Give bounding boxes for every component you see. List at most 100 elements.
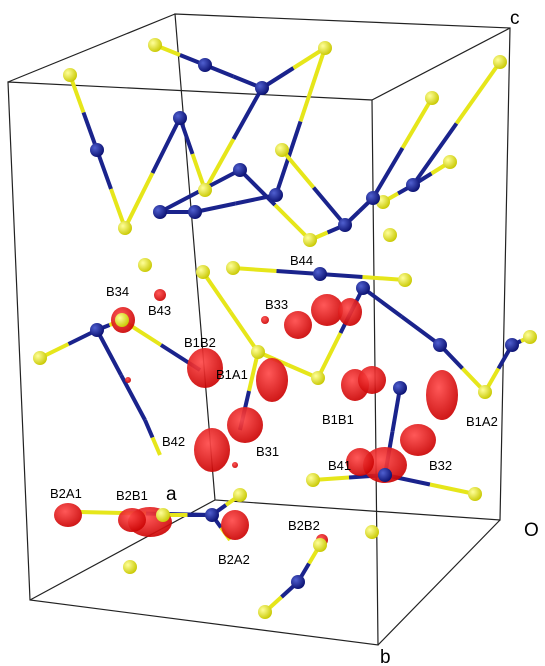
atom (90, 143, 104, 157)
density-blob (232, 462, 238, 468)
site-label: B1A2 (466, 414, 498, 429)
site-label: B43 (148, 303, 171, 318)
bond (363, 288, 402, 317)
bond (153, 118, 181, 173)
atom (356, 281, 370, 295)
density-blob (256, 358, 288, 402)
atom (196, 265, 210, 279)
atom (90, 323, 104, 337)
atom (198, 58, 212, 72)
bond (457, 62, 501, 124)
atom (383, 228, 397, 242)
atom (205, 508, 219, 522)
atom (313, 538, 327, 552)
density-blobs (54, 289, 458, 546)
density-blob (125, 377, 131, 383)
atom (123, 560, 137, 574)
site-label: B42 (162, 434, 185, 449)
bond (275, 205, 310, 240)
atom (393, 381, 407, 395)
bond (145, 420, 153, 438)
atom (493, 55, 507, 69)
atom (173, 111, 187, 125)
density-blob (194, 428, 230, 472)
atom (63, 68, 77, 82)
site-label: B33 (265, 297, 288, 312)
crystal-structure: c a O b B34 B43 B44 B33 B1B2 B1A1 B1B1 B… (0, 0, 545, 666)
density-blob (400, 424, 436, 456)
atom (338, 218, 352, 232)
atom (115, 313, 129, 327)
atom (118, 221, 132, 235)
site-label: B31 (256, 444, 279, 459)
density-blob (358, 366, 386, 394)
atom (198, 183, 212, 197)
density-blob (338, 298, 362, 326)
density-blob (154, 289, 166, 301)
density-blob (284, 311, 312, 339)
bond (153, 438, 161, 456)
density-blob (426, 370, 458, 420)
atom (148, 38, 162, 52)
density-blob (54, 503, 82, 527)
axis-label: b (380, 647, 391, 666)
atom (311, 371, 325, 385)
atom (318, 41, 332, 55)
bond (402, 317, 441, 346)
site-label: B34 (106, 284, 129, 299)
atom (303, 233, 317, 247)
atom (275, 143, 289, 157)
site-label: B1B2 (184, 335, 216, 350)
bond (231, 312, 259, 352)
atom (33, 351, 47, 365)
bond (97, 330, 121, 375)
atom (269, 188, 283, 202)
atom (251, 345, 265, 359)
atom (188, 205, 202, 219)
bond (121, 375, 145, 420)
atom (291, 575, 305, 589)
atom (523, 330, 537, 344)
bond (413, 124, 457, 186)
density-blob (221, 510, 249, 540)
atom (425, 91, 439, 105)
bond (125, 173, 153, 228)
site-label: B1A1 (216, 367, 248, 382)
site-label: B41 (328, 458, 351, 473)
site-label: B2A1 (50, 486, 82, 501)
site-label: B2B2 (288, 518, 320, 533)
axis-label: O (524, 520, 539, 541)
atom (378, 468, 392, 482)
bond (314, 188, 346, 226)
atom (406, 178, 420, 192)
atom (226, 261, 240, 275)
site-label: B2A2 (218, 552, 250, 567)
atom (433, 338, 447, 352)
bond (403, 98, 433, 148)
site-label: B32 (429, 458, 452, 473)
axis-label: a (166, 484, 177, 505)
atom (138, 258, 152, 272)
atom (505, 338, 519, 352)
bond (234, 88, 263, 139)
atom (468, 487, 482, 501)
atom (365, 525, 379, 539)
site-label: B2B1 (116, 488, 148, 503)
atom (478, 385, 492, 399)
site-label: B44 (290, 253, 313, 268)
atom (153, 205, 167, 219)
atom (313, 267, 327, 281)
atom (398, 273, 412, 287)
atom (258, 605, 272, 619)
bond (203, 272, 231, 312)
bond (318, 333, 341, 378)
site-label: B1B1 (322, 412, 354, 427)
atom (443, 155, 457, 169)
density-blob (118, 508, 146, 532)
density-blob (261, 316, 269, 324)
axis-label: c (510, 8, 520, 29)
atom (233, 163, 247, 177)
bond (373, 148, 403, 198)
atom (306, 473, 320, 487)
density-blob (227, 407, 263, 443)
